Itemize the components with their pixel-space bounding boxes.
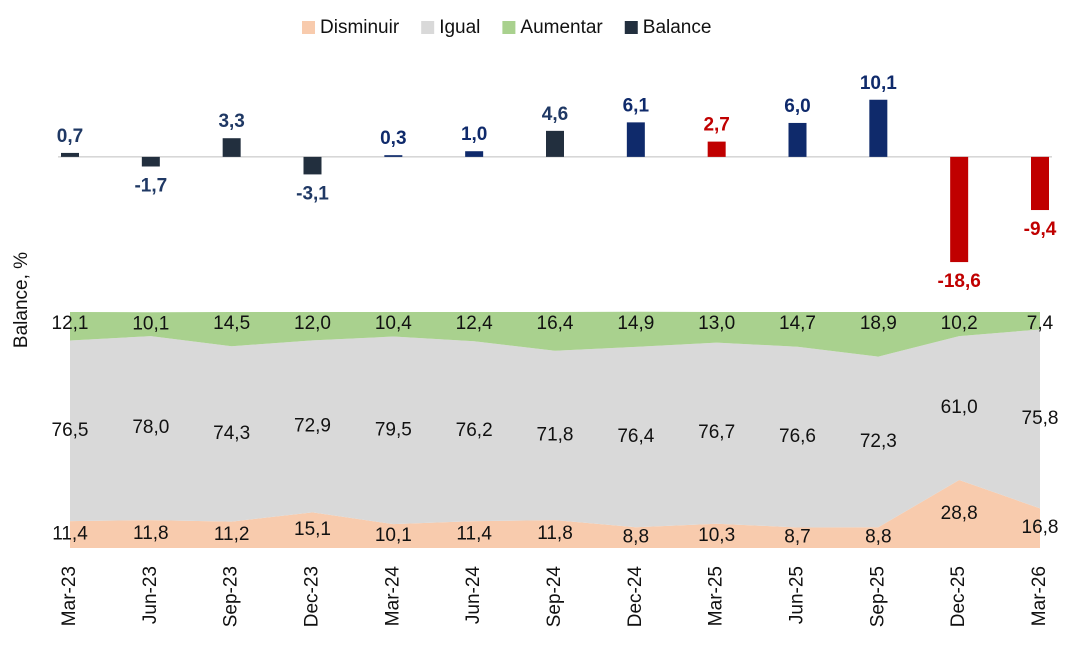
bar — [707, 141, 726, 157]
x-tick-label: Dec-25 — [948, 566, 969, 627]
legend-label: Disminuir — [320, 17, 400, 38]
area-value-label: 14,7 — [779, 313, 816, 334]
legend-swatch — [502, 21, 516, 34]
x-tick-label: Jun-23 — [140, 566, 161, 624]
bar — [1031, 156, 1049, 211]
legend-swatch — [624, 21, 638, 34]
x-tick-label: Dec-23 — [302, 566, 323, 627]
legend-label: Igual — [439, 17, 480, 38]
area-value-label: 8,8 — [865, 527, 891, 548]
area-value-label: 8,8 — [623, 527, 649, 548]
area-value-label: 76,2 — [456, 420, 493, 441]
area-value-label: 74,3 — [213, 423, 250, 444]
area-value-label: 10,2 — [941, 313, 978, 334]
bar — [61, 152, 79, 157]
bar — [141, 156, 160, 167]
area-value-label: 8,7 — [784, 527, 810, 548]
bar — [626, 122, 645, 157]
bar-value-label: 0,7 — [57, 126, 83, 147]
x-tick-label: Sep-23 — [221, 566, 242, 627]
x-tick-label: Mar-23 — [59, 566, 80, 626]
x-tick-label: Dec-24 — [625, 566, 646, 628]
bar-value-label: 3,3 — [218, 111, 244, 132]
area-value-label: 71,8 — [537, 424, 574, 445]
y-axis-label: Balance, % — [11, 252, 32, 348]
bar — [303, 156, 322, 175]
bar-value-label: -9,4 — [1024, 219, 1057, 240]
area-value-label: 13,0 — [698, 313, 735, 334]
area-value-label: 75,8 — [1022, 408, 1059, 429]
area-value-label: 76,4 — [617, 426, 654, 447]
legend-label: Balance — [643, 17, 712, 38]
bar-value-label: -3,1 — [296, 183, 329, 204]
area-value-label: 79,5 — [375, 419, 412, 440]
bar-value-label: 6,1 — [623, 95, 650, 116]
bar — [546, 130, 564, 157]
area-value-label: 28,8 — [941, 503, 978, 524]
x-tick-label: Sep-25 — [867, 566, 888, 627]
legend-swatch — [421, 21, 435, 34]
area-value-label: 11,8 — [133, 523, 169, 544]
area-value-label: 11,4 — [52, 524, 88, 545]
area-value-label: 76,6 — [779, 426, 816, 447]
area-value-label: 10,4 — [375, 313, 412, 334]
area-value-label: 72,9 — [294, 415, 331, 436]
area-value-label: 10,1 — [375, 525, 412, 546]
area-value-label: 12,1 — [52, 313, 89, 334]
x-tick-label: Jun-24 — [463, 566, 484, 625]
area-value-label: 11,4 — [456, 524, 492, 545]
area-value-label: 12,4 — [456, 313, 493, 334]
x-tick-label: Mar-26 — [1029, 566, 1050, 626]
area-value-label: 72,3 — [860, 431, 897, 452]
area-value-label: 18,9 — [860, 313, 897, 334]
area-value-label: 76,7 — [698, 422, 735, 443]
bar — [384, 155, 403, 157]
area-value-label: 10,1 — [132, 313, 169, 334]
bar — [869, 99, 888, 157]
area-value-label: 78,0 — [132, 417, 169, 438]
bar-value-label: 1,0 — [461, 124, 487, 145]
bar-value-label: 2,7 — [703, 115, 729, 136]
x-tick-label: Mar-25 — [706, 566, 727, 626]
area-value-label: 16,4 — [537, 313, 574, 334]
area — [70, 311, 1040, 357]
bar-value-label: -1,7 — [134, 176, 167, 197]
legend-label: Aumentar — [520, 17, 603, 38]
area-value-label: 61,0 — [941, 397, 978, 418]
bar — [465, 151, 484, 157]
area — [70, 480, 1040, 548]
bar-value-label: 0,3 — [380, 128, 406, 149]
area-value-label: 16,8 — [1022, 517, 1059, 538]
area-value-label: 12,0 — [294, 313, 331, 334]
area-value-label: 11,8 — [537, 523, 573, 544]
area-value-label: 10,3 — [698, 525, 735, 546]
bar — [950, 156, 969, 263]
area-value-label: 76,5 — [52, 420, 89, 441]
x-tick-label: Mar-24 — [382, 566, 403, 627]
bar-value-label: 6,0 — [784, 96, 810, 117]
legend-swatch — [302, 21, 315, 34]
bar — [222, 138, 241, 157]
area-value-label: 15,1 — [294, 519, 331, 540]
bar-value-label: 4,6 — [542, 104, 568, 125]
bar — [788, 122, 807, 157]
bar-value-label: -18,6 — [938, 271, 981, 292]
area-value-label: 7,4 — [1027, 313, 1054, 334]
x-tick-label: Jun-25 — [787, 566, 808, 624]
area-value-label: 11,2 — [214, 524, 250, 545]
area-value-label: 14,5 — [213, 313, 250, 334]
bar-value-label: 10,1 — [860, 73, 897, 94]
area-value-label: 14,9 — [617, 313, 654, 334]
area — [70, 329, 1040, 528]
x-tick-label: Sep-24 — [544, 566, 565, 628]
